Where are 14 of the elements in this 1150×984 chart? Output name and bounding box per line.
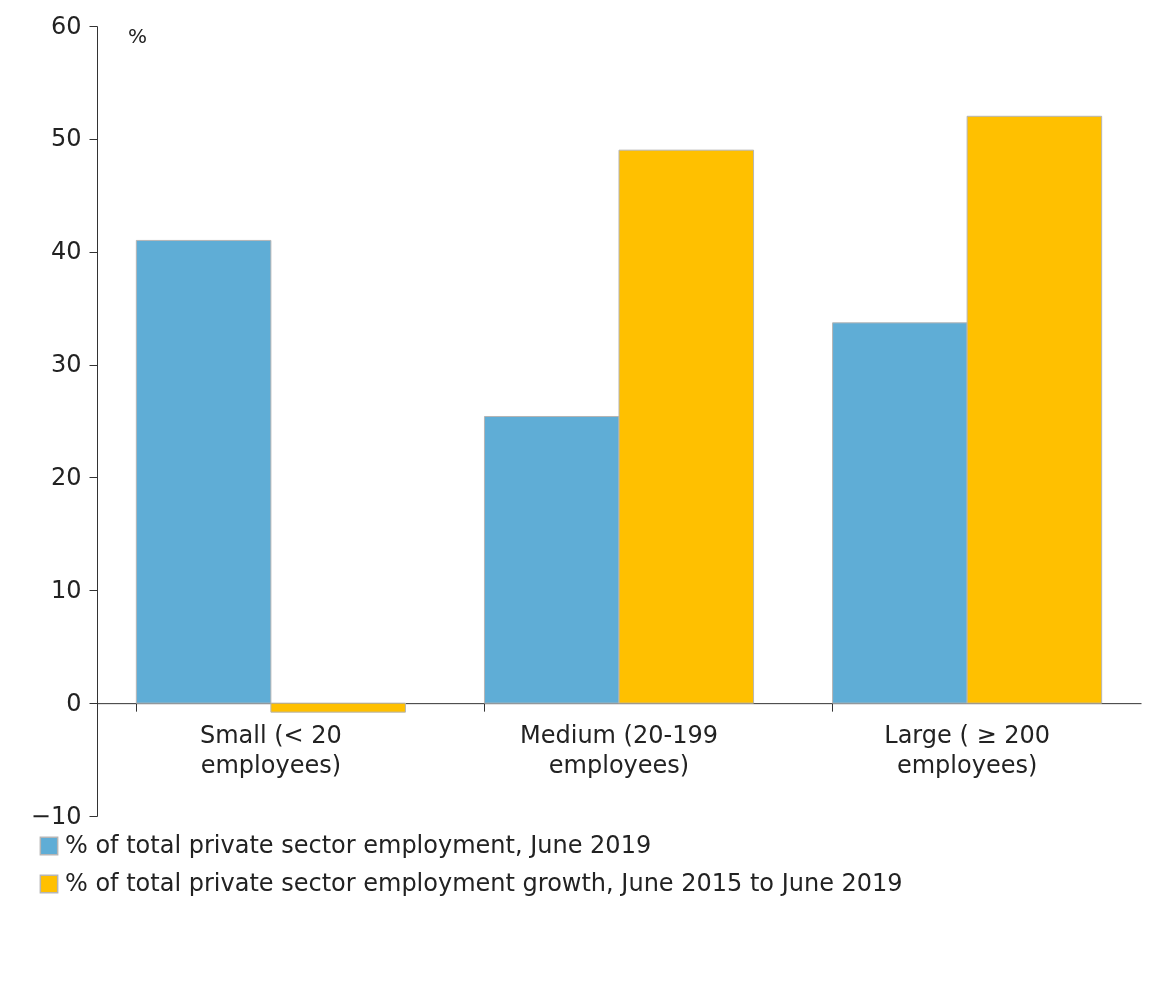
x-tick-label: Large ( ≥ 200 employees) [884,720,1050,779]
y-axis-title: % [127,23,148,48]
y-tick-label: 60 [50,11,82,40]
y-tick-label: 40 [50,237,82,266]
x-tick-label: Medium (20-199 employees) [520,720,718,779]
y-tick-label: 0 [66,688,82,717]
legend-label: % of total private sector employment, June 2019 [65,831,652,859]
legend-label: % of total private sector employment growth, June 2015 to June 2019 [65,869,903,897]
y-tick-label: 30 [50,350,82,379]
y-tick-label: 50 [50,124,82,153]
y-tick-label: 20 [50,462,82,491]
x-tick-label: Small (< 20 employees) [199,720,342,779]
y-tick-label: 10 [50,575,82,604]
y-tick-label: −10 [30,801,82,830]
